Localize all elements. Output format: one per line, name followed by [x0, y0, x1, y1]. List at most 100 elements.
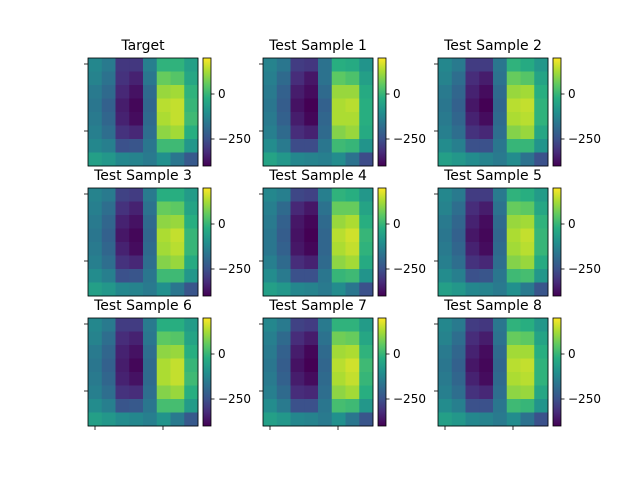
heatmap-cell: [359, 358, 374, 373]
heatmap-cell: [345, 98, 360, 113]
heatmap-cell: [520, 98, 535, 113]
heatmap-cell: [263, 412, 278, 427]
colorbar-tick-label: 0: [393, 347, 401, 361]
heatmap-cell: [304, 152, 319, 167]
heatmap-cell: [184, 188, 199, 202]
heatmap-cell: [506, 399, 521, 413]
heatmap-cell: [129, 201, 144, 216]
heatmap-cell: [493, 215, 508, 229]
heatmap-cell: [304, 412, 319, 427]
heatmap-cell: [438, 125, 453, 140]
colorbar: [377, 57, 387, 167]
heatmap-cell: [534, 58, 549, 72]
heatmap-cell: [184, 71, 199, 86]
heatmap-cell: [304, 98, 319, 113]
heatmap-cell: [184, 112, 199, 126]
heatmap-cell: [451, 282, 466, 297]
heatmap-cell: [263, 85, 278, 99]
heatmap-cell: [331, 215, 346, 229]
heatmap-cell: [345, 358, 360, 373]
heatmap-cell: [465, 269, 480, 283]
heatmap-cell: [101, 201, 116, 216]
heatmap-cell: [345, 372, 360, 386]
heatmap-cell: [359, 318, 374, 332]
heatmap-cell: [520, 112, 535, 126]
heatmap-cell: [129, 345, 144, 359]
heatmap-cell: [506, 188, 521, 202]
heatmap-cell: [493, 201, 508, 216]
heatmap-cell: [129, 85, 144, 99]
heatmap-cell: [520, 372, 535, 386]
heatmap-cell: [101, 98, 116, 113]
heatmap-cell: [290, 71, 305, 86]
heatmap-cell: [263, 125, 278, 140]
heatmap-cell: [263, 385, 278, 400]
heatmap-cell: [318, 399, 333, 413]
heatmap-cell: [534, 331, 549, 346]
heatmap-cell: [506, 85, 521, 99]
heatmap-cell: [129, 318, 144, 332]
heatmap-cell: [304, 255, 319, 270]
heatmap-cell: [88, 399, 103, 413]
heatmap-cell: [170, 282, 185, 297]
heatmap-cell: [479, 188, 494, 202]
heatmap-cell: [290, 331, 305, 346]
heatmap-cell: [438, 372, 453, 386]
heatmap-cell: [304, 385, 319, 400]
heatmap-cell: [143, 385, 158, 400]
heatmap-cell: [451, 58, 466, 72]
heatmap-cell: [520, 269, 535, 283]
heatmap-cell: [451, 98, 466, 113]
heatmap-cell: [129, 331, 144, 346]
heatmap-cell: [101, 228, 116, 243]
heatmap-cell: [276, 412, 291, 427]
heatmap-cell: [506, 358, 521, 373]
panel-title: Test Sample 6: [93, 298, 192, 314]
heatmap-cell: [170, 255, 185, 270]
heatmap-cell: [170, 112, 185, 126]
heatmap-cell: [156, 188, 171, 202]
heatmap-cell: [276, 385, 291, 400]
colorbar: [202, 187, 212, 297]
heatmap-cell: [520, 215, 535, 229]
heatmap-cell: [318, 282, 333, 297]
heatmap-cell: [129, 112, 144, 126]
heatmap-panel: Test Sample 3 0 −250: [84, 168, 251, 297]
heatmap-cell: [534, 215, 549, 229]
axes-frame: [262, 317, 374, 427]
heatmap-cell: [263, 318, 278, 332]
heatmap-cell: [318, 215, 333, 229]
heatmap-cell: [479, 215, 494, 229]
heatmap-cell: [506, 412, 521, 427]
heatmap-cell: [465, 399, 480, 413]
heatmap-cell: [331, 385, 346, 400]
heatmap-cell: [345, 58, 360, 72]
heatmap-cell: [170, 318, 185, 332]
heatmap-cell: [88, 85, 103, 99]
heatmap-cell: [276, 318, 291, 332]
heatmap-cell: [331, 71, 346, 86]
heatmap-cell: [184, 412, 199, 427]
heatmap-cell: [143, 125, 158, 140]
heatmap-cell: [520, 358, 535, 373]
heatmap-cell: [304, 399, 319, 413]
colorbar-tick-label: −250: [393, 262, 426, 276]
heatmap-cell: [156, 201, 171, 216]
heatmap-cell: [129, 125, 144, 140]
heatmap-cell: [276, 125, 291, 140]
colorbar-tick-label: 0: [218, 347, 226, 361]
heatmap-cell: [129, 228, 144, 243]
heatmap-cell: [493, 242, 508, 256]
heatmap-cell: [506, 331, 521, 346]
heatmap-cell: [101, 318, 116, 332]
heatmap-cell: [359, 372, 374, 386]
heatmap-cell: [290, 112, 305, 126]
heatmap-cell: [438, 255, 453, 270]
heatmap-cell: [493, 318, 508, 332]
axes-frame: [262, 57, 374, 167]
heatmap-cell: [129, 269, 144, 283]
heatmap-cell: [520, 71, 535, 86]
heatmap-cell: [318, 152, 333, 167]
heatmap-cell: [276, 372, 291, 386]
panel-title: Test Sample 1: [268, 38, 367, 54]
